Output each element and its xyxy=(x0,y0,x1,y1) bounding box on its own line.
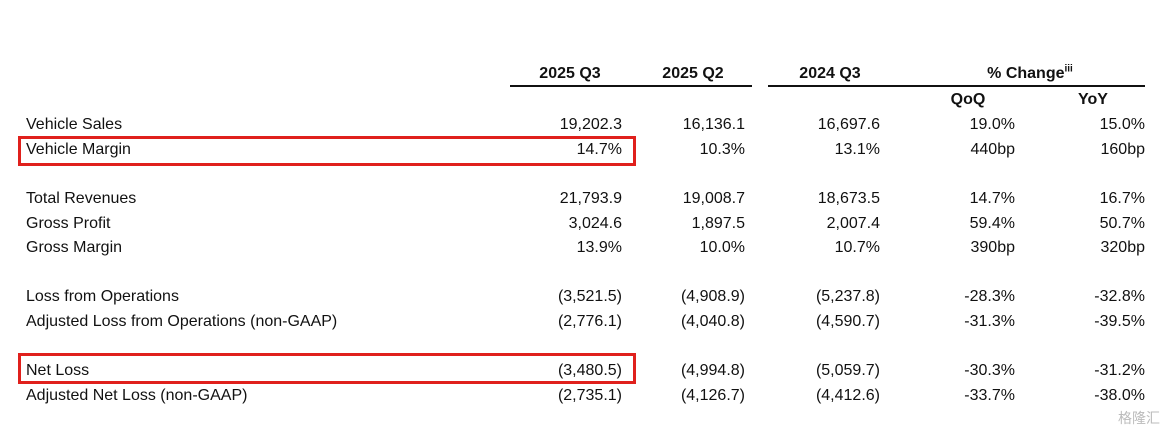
cell: (4,994.8) xyxy=(680,362,745,379)
cell: (5,237.8) xyxy=(815,288,880,305)
row-label: Adjusted Loss from Operations (non-GAAP) xyxy=(26,312,338,330)
column-header: 2025 Q3 xyxy=(539,65,601,82)
cell: 15.0% xyxy=(1099,116,1145,133)
header-rule xyxy=(510,85,752,87)
change-header: % Changeiii xyxy=(930,64,1130,84)
cell: 16.7% xyxy=(1099,190,1145,207)
cell: -30.3% xyxy=(964,362,1015,379)
cell: 50.7% xyxy=(1099,214,1145,232)
cell: (2,776.1) xyxy=(557,312,622,330)
cell: 59.4% xyxy=(969,214,1015,232)
cell: (4,908.9) xyxy=(680,288,745,305)
cell: (4,412.6) xyxy=(815,386,880,404)
cell: 16,136.1 xyxy=(682,116,745,133)
highlight-box xyxy=(18,136,636,166)
cell: -38.0% xyxy=(1094,386,1145,404)
cell: 10.0% xyxy=(699,239,745,257)
cell: 2,007.4 xyxy=(826,214,880,232)
cell: (4,040.8) xyxy=(680,312,745,330)
cell: (3,521.5) xyxy=(557,288,622,305)
row-label: Total Revenues xyxy=(26,190,137,207)
cell: 19.0% xyxy=(969,116,1015,133)
sub-header: YoY xyxy=(1078,91,1108,108)
row-label: Net Loss xyxy=(26,362,90,379)
cell: (4,590.7) xyxy=(815,312,880,330)
cell: -28.3% xyxy=(964,288,1015,305)
cell: 14.7% xyxy=(576,140,622,158)
cell: 19,008.7 xyxy=(682,190,745,207)
row-label: Gross Margin xyxy=(26,239,123,257)
footnote-mark: iii xyxy=(1064,63,1073,75)
cell: 1,897.5 xyxy=(691,214,745,232)
cell: 320bp xyxy=(1100,239,1146,257)
row-label: Vehicle Sales xyxy=(26,116,123,133)
cell: 160bp xyxy=(1100,140,1146,158)
cell: 14.7% xyxy=(969,190,1015,207)
column-header: 2025 Q2 xyxy=(662,65,724,82)
cell: -32.8% xyxy=(1094,288,1145,305)
cell: (5,059.7) xyxy=(815,362,880,379)
cell: 3,024.6 xyxy=(568,214,622,232)
cell: 13.1% xyxy=(834,140,880,158)
cell: -33.7% xyxy=(964,386,1015,404)
cell: (4,126.7) xyxy=(680,386,745,404)
cell: 19,202.3 xyxy=(559,116,622,133)
cell: -39.5% xyxy=(1094,312,1145,330)
cell: -31.2% xyxy=(1094,362,1145,379)
watermark: 格隆汇 xyxy=(1118,410,1160,426)
cell: 18,673.5 xyxy=(817,190,880,207)
column-header: 2024 Q3 xyxy=(799,65,861,82)
cell: 10.7% xyxy=(834,239,880,257)
cell: (3,480.5) xyxy=(557,362,622,379)
cell: 10.3% xyxy=(699,140,745,158)
sub-header: QoQ xyxy=(950,91,986,108)
row-label: Loss from Operations xyxy=(26,288,179,305)
cell: 440bp xyxy=(970,140,1016,158)
change-header-text: % Change xyxy=(987,65,1065,82)
cell: 16,697.6 xyxy=(817,116,880,133)
highlight-box xyxy=(18,353,636,384)
cell: 390bp xyxy=(970,239,1016,257)
cell: (2,735.1) xyxy=(557,386,622,404)
row-label: Adjusted Net Loss (non-GAAP) xyxy=(26,386,248,404)
cell: 13.9% xyxy=(576,239,622,257)
row-label: Vehicle Margin xyxy=(26,140,131,158)
cell: 21,793.9 xyxy=(559,190,622,207)
row-label: Gross Profit xyxy=(26,214,111,232)
cell: -31.3% xyxy=(964,312,1015,330)
header-rule xyxy=(768,85,1145,87)
